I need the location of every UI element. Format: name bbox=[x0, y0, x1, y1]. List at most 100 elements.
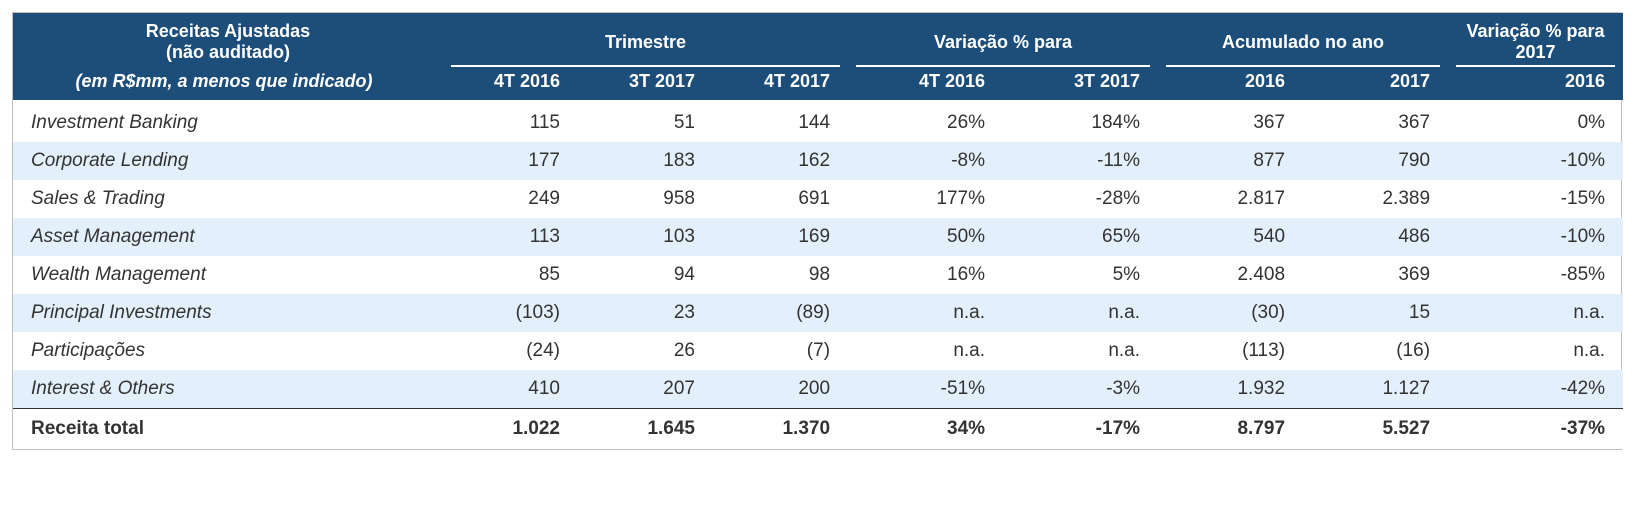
cell: 113 bbox=[443, 218, 578, 256]
cell: 691 bbox=[713, 180, 848, 218]
cell: 16% bbox=[848, 256, 1003, 294]
cell: 15 bbox=[1303, 294, 1448, 332]
cell: (16) bbox=[1303, 332, 1448, 370]
cell: (24) bbox=[443, 332, 578, 370]
cell: 1.127 bbox=[1303, 370, 1448, 409]
cell: n.a. bbox=[1003, 294, 1158, 332]
cell: -10% bbox=[1448, 218, 1623, 256]
cell: 958 bbox=[578, 180, 713, 218]
cell: (103) bbox=[443, 294, 578, 332]
total-cell: -17% bbox=[1003, 409, 1158, 450]
group-acumulado: Acumulado no ano bbox=[1158, 13, 1448, 65]
row-label: Participações bbox=[13, 332, 443, 370]
total-label: Receita total bbox=[13, 409, 443, 450]
title-line2: (não auditado) bbox=[23, 42, 433, 63]
cell: 177% bbox=[848, 180, 1003, 218]
cell: n.a. bbox=[1003, 332, 1158, 370]
col-4t2017: 4T 2017 bbox=[713, 67, 848, 100]
table-row: Investment Banking1155114426%184%3673670… bbox=[13, 104, 1623, 142]
cell: -42% bbox=[1448, 370, 1623, 409]
total-cell: 34% bbox=[848, 409, 1003, 450]
cell: 162 bbox=[713, 142, 848, 180]
group-variacao2017: Variação % para 2017 bbox=[1448, 13, 1623, 65]
col-var-4t2016: 4T 2016 bbox=[848, 67, 1003, 100]
col-acc-2017: 2017 bbox=[1303, 67, 1448, 100]
row-label: Sales & Trading bbox=[13, 180, 443, 218]
table-row: Participações(24)26(7)n.a.n.a.(113)(16)n… bbox=[13, 332, 1623, 370]
cell: 26 bbox=[578, 332, 713, 370]
table-body: Investment Banking1155114426%184%3673670… bbox=[13, 100, 1623, 449]
cell: 169 bbox=[713, 218, 848, 256]
cell: n.a. bbox=[848, 332, 1003, 370]
cell: 2.408 bbox=[1158, 256, 1303, 294]
col-acc-2016: 2016 bbox=[1158, 67, 1303, 100]
cell: -3% bbox=[1003, 370, 1158, 409]
cell: 98 bbox=[713, 256, 848, 294]
row-label: Principal Investments bbox=[13, 294, 443, 332]
cell: 103 bbox=[578, 218, 713, 256]
cell: 2.389 bbox=[1303, 180, 1448, 218]
cell: -28% bbox=[1003, 180, 1158, 218]
cell: (113) bbox=[1158, 332, 1303, 370]
header-subtitle: (em R$mm, a menos que indicado) bbox=[13, 67, 443, 100]
cell: 50% bbox=[848, 218, 1003, 256]
row-label: Asset Management bbox=[13, 218, 443, 256]
cell: -15% bbox=[1448, 180, 1623, 218]
group-variacao: Variação % para bbox=[848, 13, 1158, 65]
financial-table: Receitas Ajustadas (não auditado) Trimes… bbox=[12, 12, 1622, 450]
cell: n.a. bbox=[848, 294, 1003, 332]
cell: 65% bbox=[1003, 218, 1158, 256]
cell: -11% bbox=[1003, 142, 1158, 180]
cell: -51% bbox=[848, 370, 1003, 409]
total-cell: 8.797 bbox=[1158, 409, 1303, 450]
cell: 1.932 bbox=[1158, 370, 1303, 409]
col-var-3t2017: 3T 2017 bbox=[1003, 67, 1158, 100]
cell: 85 bbox=[443, 256, 578, 294]
table-row: Asset Management11310316950%65%540486-10… bbox=[13, 218, 1623, 256]
col-4t2016: 4T 2016 bbox=[443, 67, 578, 100]
table-row: Sales & Trading249958691177%-28%2.8172.3… bbox=[13, 180, 1623, 218]
cell: 540 bbox=[1158, 218, 1303, 256]
cell: -8% bbox=[848, 142, 1003, 180]
cell: 367 bbox=[1303, 104, 1448, 142]
row-label: Corporate Lending bbox=[13, 142, 443, 180]
col-var2017-2016: 2016 bbox=[1448, 67, 1623, 100]
total-cell: 1.370 bbox=[713, 409, 848, 450]
cell: 26% bbox=[848, 104, 1003, 142]
cell: 144 bbox=[713, 104, 848, 142]
cell: 5% bbox=[1003, 256, 1158, 294]
total-row: Receita total1.0221.6451.37034%-17%8.797… bbox=[13, 409, 1623, 450]
cell: (7) bbox=[713, 332, 848, 370]
total-cell: 5.527 bbox=[1303, 409, 1448, 450]
cell: (89) bbox=[713, 294, 848, 332]
cell: 2.817 bbox=[1158, 180, 1303, 218]
cell: 410 bbox=[443, 370, 578, 409]
cell: 51 bbox=[578, 104, 713, 142]
cell: 94 bbox=[578, 256, 713, 294]
total-cell: 1.022 bbox=[443, 409, 578, 450]
cell: 23 bbox=[578, 294, 713, 332]
cell: 0% bbox=[1448, 104, 1623, 142]
cell: n.a. bbox=[1448, 332, 1623, 370]
cell: 369 bbox=[1303, 256, 1448, 294]
table-row: Principal Investments(103)23(89)n.a.n.a.… bbox=[13, 294, 1623, 332]
cell: n.a. bbox=[1448, 294, 1623, 332]
cell: 177 bbox=[443, 142, 578, 180]
row-label: Interest & Others bbox=[13, 370, 443, 409]
title-line1: Receitas Ajustadas bbox=[23, 21, 433, 42]
cell: 183 bbox=[578, 142, 713, 180]
cell: 367 bbox=[1158, 104, 1303, 142]
group-trimestre: Trimestre bbox=[443, 13, 848, 65]
cell: 184% bbox=[1003, 104, 1158, 142]
table: Receitas Ajustadas (não auditado) Trimes… bbox=[13, 13, 1623, 449]
total-cell: 1.645 bbox=[578, 409, 713, 450]
cell: 207 bbox=[578, 370, 713, 409]
cell: -10% bbox=[1448, 142, 1623, 180]
cell: -85% bbox=[1448, 256, 1623, 294]
col-3t2017: 3T 2017 bbox=[578, 67, 713, 100]
cell: 249 bbox=[443, 180, 578, 218]
table-row: Interest & Others410207200-51%-3%1.9321.… bbox=[13, 370, 1623, 409]
row-label: Wealth Management bbox=[13, 256, 443, 294]
row-label: Investment Banking bbox=[13, 104, 443, 142]
total-cell: -37% bbox=[1448, 409, 1623, 450]
